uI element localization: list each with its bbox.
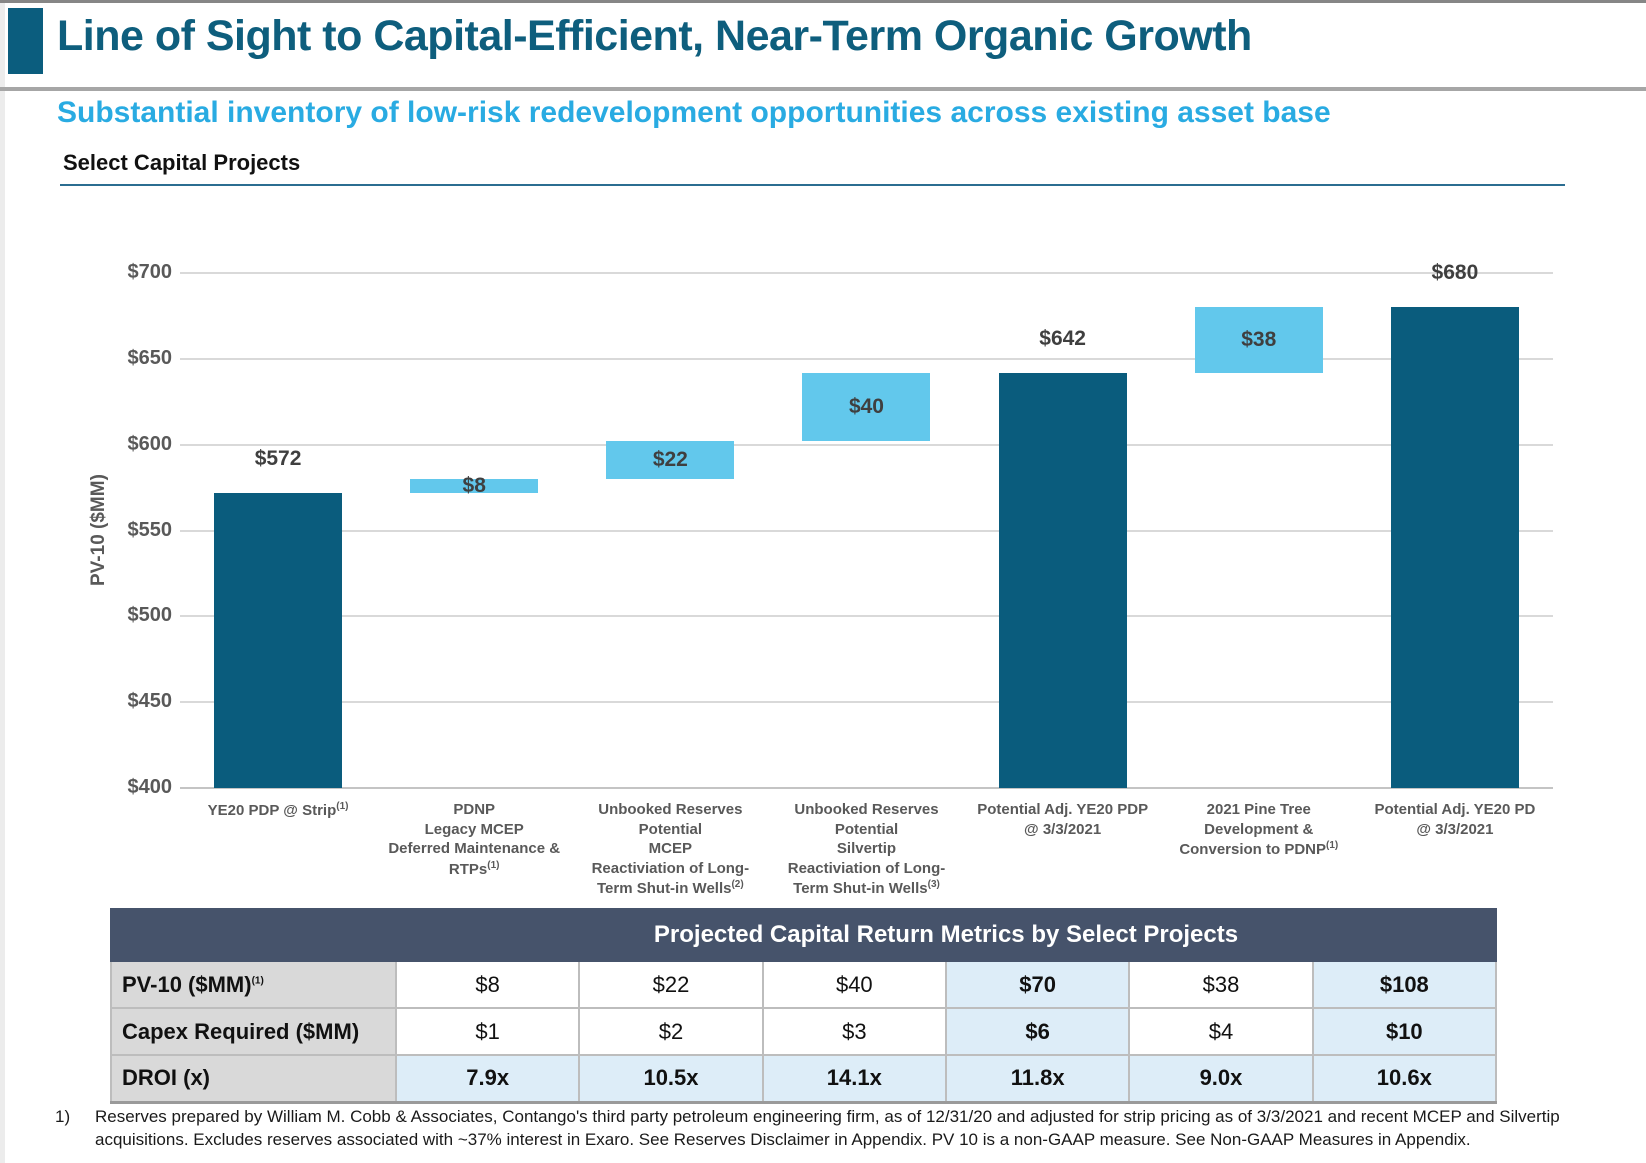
table-cell: $40	[761, 960, 947, 1009]
x-category-label: Unbooked Reserves Potential Silvertip React…	[787, 801, 946, 897]
chart-slot: $22	[572, 273, 768, 788]
y-tick-label: $500	[127, 604, 173, 627]
chart-title: Select Capital Projects	[63, 150, 301, 175]
gridline	[180, 529, 1553, 532]
chart-slot: $8	[376, 273, 572, 788]
table-cell: $10	[1311, 1007, 1498, 1056]
footnote-superscript: (1)	[1326, 840, 1339, 851]
metrics-table-body: Projected Capital Return Metrics by Sele…	[110, 908, 1498, 1103]
page-subtitle: Substantial inventory of low-risk redeve…	[57, 96, 1331, 129]
table-cell: 11.8x	[944, 1054, 1131, 1103]
y-tick-label: $550	[127, 518, 173, 541]
table-cell: 10.5x	[578, 1054, 764, 1103]
table-cell: $1	[394, 1007, 581, 1056]
table-cell: 9.0x	[1128, 1054, 1314, 1103]
chart-slot: $572	[180, 273, 376, 788]
chart-bars-container: $572 $8 $22 $40 $642 $38 $680	[180, 261, 1553, 788]
footnote-superscript: (1)	[251, 975, 264, 987]
table-cell: 7.9x	[394, 1054, 581, 1103]
table-cell: $8	[394, 960, 581, 1009]
x-category-label: Potential Adj. YE20 PDP @ 3/3/2021	[977, 801, 1149, 838]
page-title: Line of Sight to Capital-Efficient, Near…	[57, 12, 1252, 60]
waterfall-total-bar	[1390, 307, 1519, 788]
gridline	[180, 443, 1553, 446]
top-edge-strip	[0, 0, 1646, 3]
gridline	[180, 701, 1553, 704]
table-row: PV-10 ($MM)(1) $8 $22 $40 $70 $38 $108	[110, 960, 1498, 1009]
y-tick-label: $650	[127, 346, 173, 369]
metrics-table: Projected Capital Return Metrics by Sele…	[110, 908, 1498, 1104]
waterfall-total-bar	[998, 372, 1127, 788]
bar-value-label: $680	[1431, 261, 1479, 285]
waterfall-total-bar	[214, 492, 343, 788]
x-axis-labels: YE20 PDP @ Strip(1) PDNP Legacy MCEP Deferr…	[180, 800, 1553, 899]
y-tick-label: $400	[127, 776, 173, 798]
table-row: Capex Required ($MM) $1 $2 $3 $6 $4 $10	[110, 1007, 1498, 1056]
bar-value-label: $642	[1039, 326, 1086, 350]
y-axis-ticks: $700 $650 $600 $550 $500 $450 $400	[104, 261, 173, 798]
table-row-label: PV-10 ($MM)(1)	[110, 960, 397, 1009]
table-cell: $70	[944, 960, 1131, 1009]
bar-value-label: $572	[254, 446, 302, 470]
bar-value-label: $38	[1241, 327, 1277, 351]
gridline	[180, 357, 1553, 360]
footnote-text: Reserves prepared by William M. Cobb & A…	[95, 1107, 1560, 1149]
title-divider	[0, 87, 1646, 91]
table-cell: $22	[578, 960, 764, 1009]
gridline	[180, 787, 1553, 789]
y-tick-label: $450	[127, 690, 173, 713]
table-row: DROI (x) 7.9x 10.5x 14.1x 11.8x 9.0x 10.6x	[110, 1054, 1498, 1103]
table-row-label: Capex Required ($MM)	[110, 1007, 397, 1056]
x-category-label: Potential Adj. YE20 PD @ 3/3/2021	[1374, 801, 1536, 838]
footnote-superscript: (1)	[336, 801, 349, 812]
waterfall-delta-bar: $8	[410, 474, 539, 497]
table-cell: $3	[761, 1007, 947, 1056]
table-cell: $108	[1311, 960, 1498, 1009]
table-cell: $38	[1128, 960, 1314, 1009]
table-title: Projected Capital Return Metrics by Sele…	[395, 908, 1497, 962]
bar-value-label: $8	[462, 473, 486, 497]
table-cell: 10.6x	[1311, 1054, 1498, 1103]
waterfall-delta-bar: $38	[1194, 307, 1323, 373]
x-category-label: 2021 Pine Tree Development & Conversion to…	[1179, 801, 1339, 858]
chart-slot: $680	[1357, 261, 1553, 788]
x-category-label: PDNP Legacy MCEP Deferred Maintenance & RTP…	[388, 801, 561, 878]
gridline	[180, 272, 1553, 274]
waterfall-delta-bar: $40	[802, 372, 931, 442]
chart-slot: $642	[965, 273, 1161, 788]
chart-title-underline	[60, 184, 1565, 186]
chart-plot: $572 $8 $22 $40 $642 $38 $680	[180, 261, 1553, 789]
y-tick-label: $700	[127, 261, 173, 283]
footnote-superscript: (2)	[731, 879, 744, 890]
chart-slot: $38	[1161, 273, 1357, 788]
table-header-spacer	[110, 908, 397, 962]
left-edge-strip	[0, 3, 5, 1163]
table-row-label: DROI (x)	[110, 1054, 397, 1103]
footnote-superscript: (3)	[927, 879, 940, 890]
x-category-label: Unbooked Reserves Potential MCEP Reactiviat…	[591, 801, 750, 897]
title-accent-square	[8, 8, 43, 74]
bar-value-label: $22	[652, 448, 688, 472]
table-cell: 14.1x	[761, 1054, 947, 1103]
table-header-row: Projected Capital Return Metrics by Sele…	[110, 908, 1497, 962]
bar-value-label: $40	[848, 394, 884, 418]
y-tick-label: $600	[127, 432, 173, 455]
chart-slot: $40	[768, 273, 964, 788]
gridline	[180, 615, 1553, 618]
table-cell: $2	[578, 1007, 764, 1056]
footnote-marker: 1)	[55, 1107, 71, 1126]
waterfall-delta-bar: $22	[606, 441, 735, 479]
table-cell: $6	[944, 1007, 1131, 1056]
footnote: 1) Reserves prepared by William M. Cobb …	[55, 1106, 1600, 1152]
x-category-label: YE20 PDP @ Strip(1)	[207, 801, 349, 819]
footnote-superscript: (1)	[487, 859, 500, 871]
table-cell: $4	[1128, 1007, 1314, 1056]
